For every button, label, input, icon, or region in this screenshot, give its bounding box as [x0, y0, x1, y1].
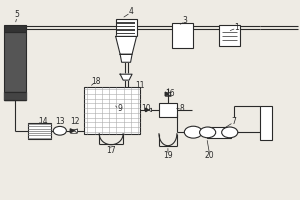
Bar [207, 127, 231, 138]
Text: 5: 5 [15, 10, 20, 19]
Circle shape [53, 126, 66, 135]
Text: 10: 10 [141, 104, 151, 113]
Text: 20: 20 [205, 151, 214, 160]
Text: 13: 13 [55, 117, 64, 126]
Bar [4, 25, 26, 32]
Polygon shape [148, 108, 152, 112]
Bar [260, 106, 272, 140]
Text: 9: 9 [117, 104, 122, 113]
Bar [172, 23, 193, 48]
Circle shape [200, 127, 216, 138]
Bar [116, 19, 136, 36]
Text: 12: 12 [70, 117, 80, 126]
Bar [117, 33, 135, 34]
Text: 19: 19 [163, 151, 173, 160]
Bar [219, 25, 240, 46]
Polygon shape [120, 74, 132, 80]
Polygon shape [146, 108, 148, 112]
Polygon shape [168, 92, 171, 96]
Text: 4: 4 [128, 7, 133, 16]
Text: 1: 1 [234, 23, 239, 32]
Polygon shape [120, 54, 132, 62]
Polygon shape [70, 129, 74, 133]
Text: 14: 14 [38, 117, 48, 126]
Bar [117, 29, 135, 31]
Polygon shape [74, 129, 77, 133]
Bar [117, 26, 135, 27]
Bar [117, 22, 135, 24]
Bar [159, 103, 177, 117]
Bar [84, 87, 140, 134]
Text: 17: 17 [106, 146, 116, 155]
Text: 16: 16 [166, 89, 175, 98]
Text: 3: 3 [183, 16, 188, 25]
Text: 8: 8 [180, 104, 184, 113]
Polygon shape [116, 36, 136, 54]
Text: 18: 18 [91, 77, 100, 86]
Circle shape [184, 126, 202, 138]
Bar [28, 123, 52, 139]
Polygon shape [165, 92, 168, 96]
Bar [4, 32, 26, 92]
Circle shape [222, 127, 238, 138]
Polygon shape [4, 92, 26, 100]
Text: 11: 11 [136, 81, 145, 90]
Text: 7: 7 [231, 117, 236, 126]
